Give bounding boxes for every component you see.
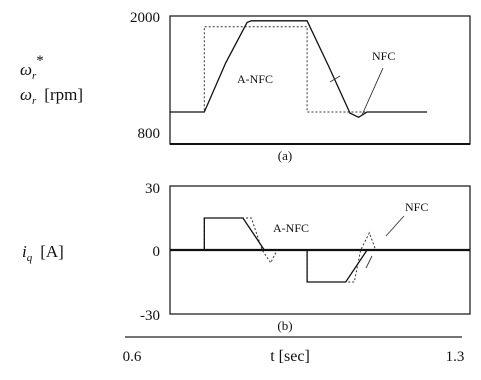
- panel-a-plot: [170, 20, 470, 145]
- panel-a-annot-nfc: NFC: [372, 49, 395, 63]
- panel-a-ylabel-line1: ωr*: [20, 53, 44, 82]
- panel-b-ylabel: iq [A]: [22, 242, 64, 264]
- panel-a-ytick-bottom: 800: [138, 126, 161, 142]
- panel-a-frame: [169, 15, 471, 145]
- omega-r-star-sup: *: [36, 53, 44, 69]
- panel-a-anfc-pointer: [329, 75, 341, 83]
- panel-b-ytick-bottom: -30: [140, 308, 160, 324]
- iq-sub: q: [27, 252, 33, 264]
- panel-b-anfc-pointer: [365, 255, 373, 269]
- amp-unit: [A]: [40, 242, 64, 261]
- omega-r-star-sub: r: [32, 70, 37, 82]
- x-tick-left: 0.6: [123, 349, 142, 365]
- omega-r-sub: r: [32, 95, 37, 107]
- iq-symbol: i: [22, 242, 27, 261]
- rpm-unit: [rpm]: [44, 85, 83, 104]
- panel-a-speed-reference-line: [170, 26, 428, 113]
- panel-b-current-nfc-line: [170, 217, 470, 283]
- panel-a-caption: (a): [278, 148, 292, 163]
- panel-b-annot-anfc: A-NFC: [273, 221, 309, 235]
- panel-b-ytick-middle: 0: [153, 244, 161, 260]
- x-tick-right: 1.3: [446, 349, 465, 365]
- panel-b-ytick-top: 30: [145, 181, 160, 197]
- panel-a-ylabel-line2: ωr [rpm]: [20, 85, 83, 107]
- panel-a-annot-anfc: A-NFC: [237, 72, 273, 86]
- panel-a-ytick-top: 2000: [130, 10, 160, 26]
- omega-r-symbol: ω: [20, 85, 32, 104]
- panel-b-nfc-pointer: [385, 215, 405, 237]
- omega-r-star-symbol: ω: [20, 60, 32, 79]
- panel-b-annot-nfc: NFC: [405, 200, 428, 214]
- x-axis-label: t [sec]: [270, 348, 310, 365]
- panel-a-speed-feedback-line: [170, 20, 428, 119]
- panel-a-nfc-pointer: [361, 67, 384, 116]
- panel-b-caption: (b): [277, 318, 292, 333]
- panel-b-plot: [170, 217, 470, 283]
